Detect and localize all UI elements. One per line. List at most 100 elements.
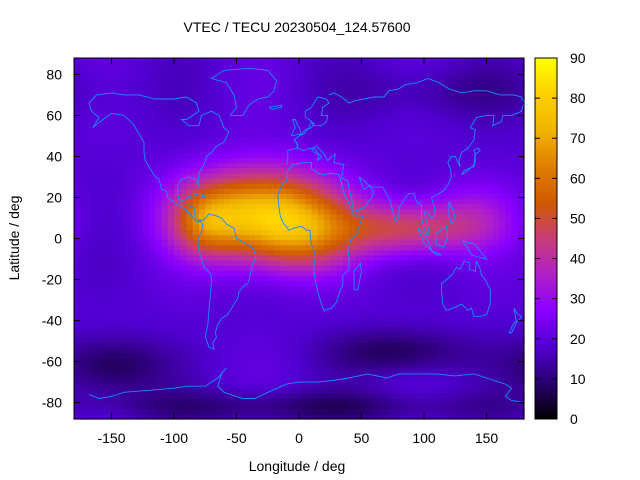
heatmap-cell	[430, 208, 438, 215]
heatmap-cell	[236, 377, 244, 384]
heatmap-cell	[517, 208, 525, 215]
heatmap-cell	[174, 306, 181, 312]
heatmap-cell	[161, 367, 169, 374]
heatmap-cell	[355, 336, 363, 343]
heatmap-cell	[324, 285, 331, 292]
heatmap-cell	[80, 336, 88, 343]
heatmap-cell	[180, 336, 188, 343]
heatmap-cell	[174, 177, 181, 184]
heatmap-cell	[461, 270, 469, 277]
heatmap-cell	[436, 275, 444, 282]
heatmap-cell	[99, 70, 106, 77]
heatmap-cell	[367, 183, 375, 189]
heatmap-cell	[74, 377, 81, 384]
heatmap-cell	[99, 265, 106, 271]
heatmap-cell	[455, 111, 463, 118]
heatmap-cell	[517, 90, 525, 97]
heatmap-cell	[330, 162, 338, 169]
heatmap-cell	[324, 121, 331, 128]
heatmap-cell	[380, 213, 388, 220]
heatmap-cell	[111, 311, 119, 318]
heatmap-cell	[424, 234, 431, 241]
heatmap-cell	[305, 172, 313, 179]
heatmap-cell	[292, 177, 300, 184]
heatmap-cell	[467, 95, 475, 102]
heatmap-cell	[442, 234, 450, 241]
heatmap-cell	[417, 75, 425, 82]
heatmap-cell	[336, 172, 344, 179]
heatmap-cell	[236, 398, 244, 405]
heatmap-cell	[299, 142, 306, 148]
heatmap-cell	[236, 131, 244, 138]
heatmap-cell	[174, 249, 181, 256]
heatmap-cell	[224, 167, 231, 174]
heatmap-cell	[336, 383, 344, 389]
heatmap-cell	[124, 260, 131, 266]
heatmap-cell	[174, 157, 181, 164]
heatmap-cell	[167, 213, 175, 220]
heatmap-cell	[286, 290, 294, 297]
heatmap-cell	[155, 177, 163, 184]
heatmap-cell	[305, 321, 313, 328]
heatmap-cell	[261, 219, 269, 225]
heatmap-cell	[511, 388, 519, 394]
heatmap-cell	[342, 295, 350, 302]
heatmap-cell	[124, 60, 131, 66]
heatmap-cell	[236, 121, 244, 128]
heatmap-cell	[155, 213, 163, 220]
heatmap-cell	[392, 147, 400, 153]
heatmap-cell	[261, 403, 269, 410]
heatmap-cell	[499, 162, 506, 169]
heatmap-cell	[311, 213, 319, 220]
heatmap-cell	[180, 362, 188, 369]
heatmap-cell	[180, 388, 188, 394]
heatmap-cell	[461, 162, 469, 169]
heatmap-cell	[192, 188, 200, 194]
heatmap-cell	[211, 280, 219, 287]
heatmap-cell	[211, 270, 219, 277]
heatmap-cell	[261, 136, 269, 143]
heatmap-cell	[80, 126, 88, 133]
heatmap-cell	[255, 116, 263, 123]
heatmap-cell	[167, 331, 175, 338]
heatmap-cell	[230, 152, 238, 159]
heatmap-cell	[342, 157, 350, 164]
heatmap-cell	[280, 367, 288, 374]
heatmap-cell	[92, 393, 100, 400]
heatmap-cell	[361, 290, 369, 297]
heatmap-cell	[386, 219, 394, 225]
heatmap-cell	[305, 347, 313, 353]
heatmap-cell	[342, 106, 350, 112]
heatmap-cell	[105, 203, 113, 210]
heatmap-cell	[342, 280, 350, 287]
heatmap-cell	[105, 347, 113, 353]
heatmap-cell	[230, 136, 238, 143]
heatmap-cell	[361, 219, 369, 225]
heatmap-cell	[86, 116, 94, 123]
heatmap-cell	[205, 162, 213, 169]
heatmap-cell	[105, 126, 113, 133]
heatmap-cell	[417, 352, 425, 359]
heatmap-cell	[124, 336, 131, 343]
heatmap-cell	[361, 106, 369, 112]
heatmap-cell	[305, 183, 313, 189]
heatmap-cell	[117, 229, 125, 235]
heatmap-cell	[280, 101, 288, 107]
heatmap-cell	[180, 203, 188, 210]
heatmap-cell	[142, 244, 150, 251]
heatmap-cell	[317, 152, 325, 159]
heatmap-cell	[255, 408, 263, 415]
heatmap-cell	[292, 106, 300, 112]
heatmap-cell	[324, 326, 331, 333]
heatmap-cell	[480, 80, 488, 87]
heatmap-cell	[330, 126, 338, 133]
heatmap-cell	[299, 408, 306, 415]
heatmap-cell	[74, 383, 81, 389]
heatmap-cell	[205, 331, 213, 338]
heatmap-cell	[349, 270, 356, 277]
heatmap-cell	[367, 152, 375, 159]
heatmap-cell	[142, 90, 150, 97]
heatmap-cell	[217, 136, 225, 143]
heatmap-cell	[330, 321, 338, 328]
heatmap-cell	[86, 347, 94, 353]
